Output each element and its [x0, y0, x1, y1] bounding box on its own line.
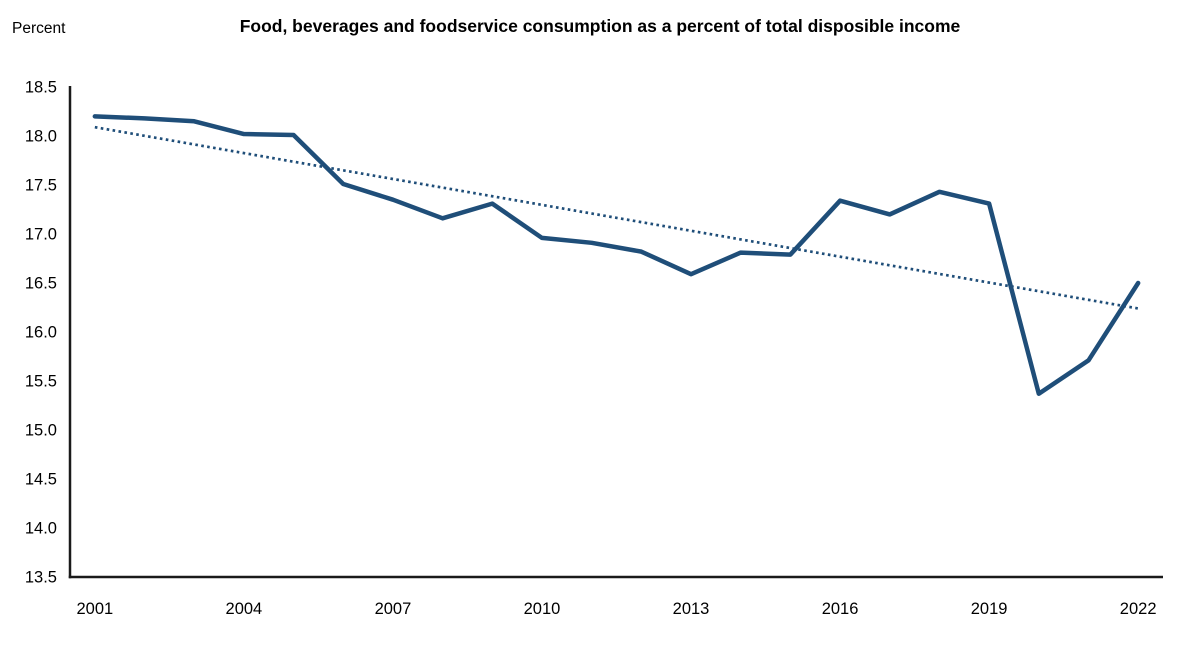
x-tick-label: 2016 — [822, 600, 859, 618]
y-tick-label: 18.0 — [25, 128, 57, 146]
y-tick-label: 16.5 — [25, 275, 57, 293]
x-tick-label: 2007 — [375, 600, 412, 618]
x-tick-label: 2010 — [524, 600, 561, 618]
x-tick-label: 2013 — [673, 600, 710, 618]
x-tick-label: 2001 — [76, 600, 113, 618]
x-tick-label: 2019 — [971, 600, 1008, 618]
chart-title: Food, beverages and foodservice consumpt… — [239, 16, 961, 36]
y-tick-label: 14.5 — [25, 471, 57, 489]
y-tick-label: 16.0 — [25, 324, 57, 342]
y-tick-label: 13.5 — [25, 569, 57, 587]
y-tick-label: 18.5 — [25, 79, 57, 97]
y-tick-label: 15.0 — [25, 422, 57, 440]
consumption-line — [92, 114, 1141, 396]
y-axis-unit-label: Percent — [12, 20, 66, 37]
x-tick-label: 2004 — [226, 600, 263, 618]
y-tick-label: 14.0 — [25, 520, 57, 538]
trend-line — [94, 125, 1139, 310]
y-tick-label: 17.5 — [25, 177, 57, 195]
y-tick-label: 15.5 — [25, 373, 57, 391]
y-tick-label: 17.0 — [25, 226, 57, 244]
x-tick-label: 2022 — [1120, 600, 1157, 618]
